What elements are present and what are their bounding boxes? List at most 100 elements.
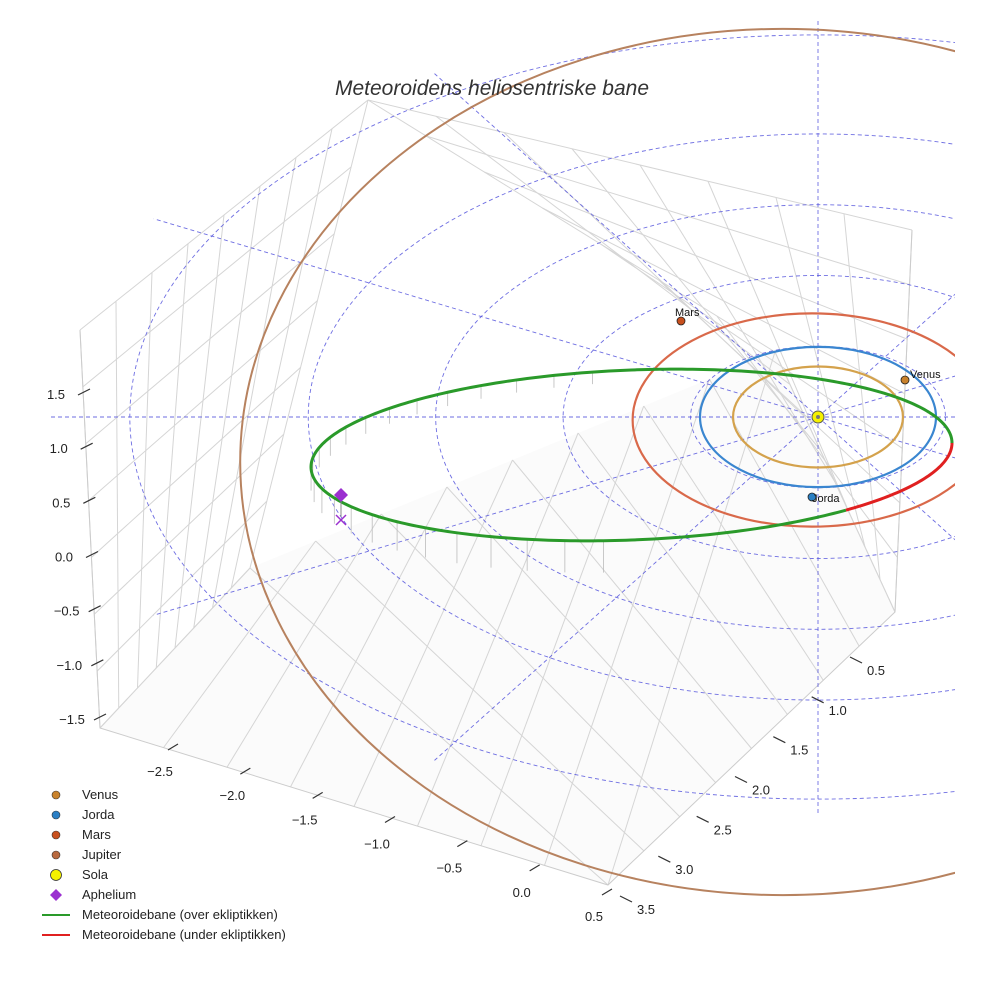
grid-line xyxy=(775,197,866,548)
y-tick-label: 3.0 xyxy=(675,862,693,877)
legend-label: Jorda xyxy=(82,807,115,822)
y-tick-mark xyxy=(696,815,709,823)
z-tick-mark xyxy=(91,659,104,667)
x-tick-mark xyxy=(601,888,613,896)
y-tick-label: 1.5 xyxy=(790,743,808,758)
grid-line xyxy=(163,540,317,748)
axis-box-edge xyxy=(79,229,913,886)
grid-line xyxy=(503,132,806,418)
legend-marker xyxy=(50,889,62,901)
z-tick-label: 0.0 xyxy=(55,550,73,565)
reference-spoke xyxy=(817,416,955,541)
y-tick-mark xyxy=(658,855,671,863)
grid-line xyxy=(544,378,710,866)
y-tick-mark xyxy=(811,696,824,704)
grid-line xyxy=(658,279,901,504)
grid-line xyxy=(512,459,752,749)
y-tick-label: 2.5 xyxy=(714,822,732,837)
y-tick-mark xyxy=(849,656,863,664)
grid-line xyxy=(774,351,896,613)
grid-line xyxy=(843,213,881,580)
grid-line xyxy=(96,500,268,672)
legend-marker xyxy=(51,810,61,820)
z-tick-mark xyxy=(88,605,101,613)
z-tick-mark xyxy=(85,550,99,559)
grid-line xyxy=(155,243,189,669)
legend-marker xyxy=(51,850,61,860)
grid-line xyxy=(230,128,333,589)
z-tick-label: −1.5 xyxy=(59,712,85,727)
planet-label-venus: Venus xyxy=(910,369,941,381)
planet-venus xyxy=(900,375,910,385)
aphelion-projection xyxy=(335,514,347,526)
z-tick-label: 1.5 xyxy=(47,387,65,402)
legend-marker xyxy=(51,830,61,840)
legend-label: Meteoroidebane (under ekliptikken) xyxy=(82,927,286,942)
reference-spoke xyxy=(817,375,955,418)
reference-spoke xyxy=(153,416,819,616)
x-tick-label: −1.0 xyxy=(364,837,390,852)
y-tick-mark xyxy=(734,775,748,784)
floor-pane xyxy=(100,352,895,885)
orbit-venus xyxy=(731,365,905,469)
grid-line xyxy=(600,243,903,449)
grid-line xyxy=(315,540,645,852)
grid-line xyxy=(249,567,609,886)
grid-line xyxy=(193,186,261,629)
grid-line xyxy=(290,486,448,788)
grid-line xyxy=(212,157,297,609)
grid-line xyxy=(91,367,301,558)
x-tick-mark xyxy=(312,791,323,799)
grid-line xyxy=(542,207,905,395)
grid-line xyxy=(85,233,335,445)
grid-line xyxy=(226,513,382,768)
legend-label: Mars xyxy=(82,827,111,842)
x-tick-label: −2.0 xyxy=(219,788,245,803)
y-tick-label: 1.0 xyxy=(829,703,847,718)
grid-line xyxy=(480,405,645,846)
x-tick-mark xyxy=(529,864,540,872)
reference-spoke xyxy=(817,416,955,459)
orbit-jupiter xyxy=(239,28,955,896)
x-tick-mark xyxy=(457,840,468,848)
grid-line xyxy=(367,99,913,231)
legend-marker xyxy=(51,790,61,800)
grid-line xyxy=(707,181,851,515)
reference-spoke xyxy=(434,416,819,761)
planet-mars xyxy=(676,316,686,326)
grid-line xyxy=(577,432,788,715)
reference-spoke xyxy=(817,293,955,418)
legend-label: Jupiter xyxy=(82,847,122,862)
grid-line xyxy=(79,99,369,331)
chart-title: Meteoroidens heliosentriske bane xyxy=(335,77,649,100)
reference-spoke xyxy=(153,218,819,418)
z-tick-label: −0.5 xyxy=(54,604,80,619)
legend-label: Venus xyxy=(82,787,119,802)
z-tick-label: 1.0 xyxy=(50,441,68,456)
meteoroid-path-over xyxy=(309,367,954,543)
legend-label: Sola xyxy=(82,867,109,882)
planet-jorda xyxy=(807,492,817,502)
axis-ticks: −2.5 −2.0 −1.5 −1.0 −0.5 0.0 0.5 0.5 1.0 1.5 2.0 2.… xyxy=(47,387,885,924)
grid-line xyxy=(643,405,824,681)
y-tick-label: 2.0 xyxy=(752,783,770,798)
aphelion-marker xyxy=(334,488,348,502)
x-tick-mark xyxy=(167,743,179,751)
meteoroid-path-under xyxy=(845,442,954,512)
x-tick-label: −0.5 xyxy=(436,861,462,876)
grid-line xyxy=(99,567,251,729)
legend-label: Meteoroidebane (over ekliptikken) xyxy=(82,907,278,922)
z-tick-mark xyxy=(80,442,93,450)
z-tick-mark xyxy=(83,496,96,504)
grid-line xyxy=(607,351,776,886)
grid-line xyxy=(417,432,579,827)
grid-line xyxy=(353,459,513,807)
legend-label: Aphelium xyxy=(82,887,136,902)
planet-label-jorda: Jorda xyxy=(812,493,840,505)
grid-line xyxy=(174,214,225,649)
grid-line xyxy=(82,166,352,388)
grid-line xyxy=(88,300,318,501)
planet-label-mars: Mars xyxy=(675,307,700,319)
y-tick-mark xyxy=(773,736,786,744)
